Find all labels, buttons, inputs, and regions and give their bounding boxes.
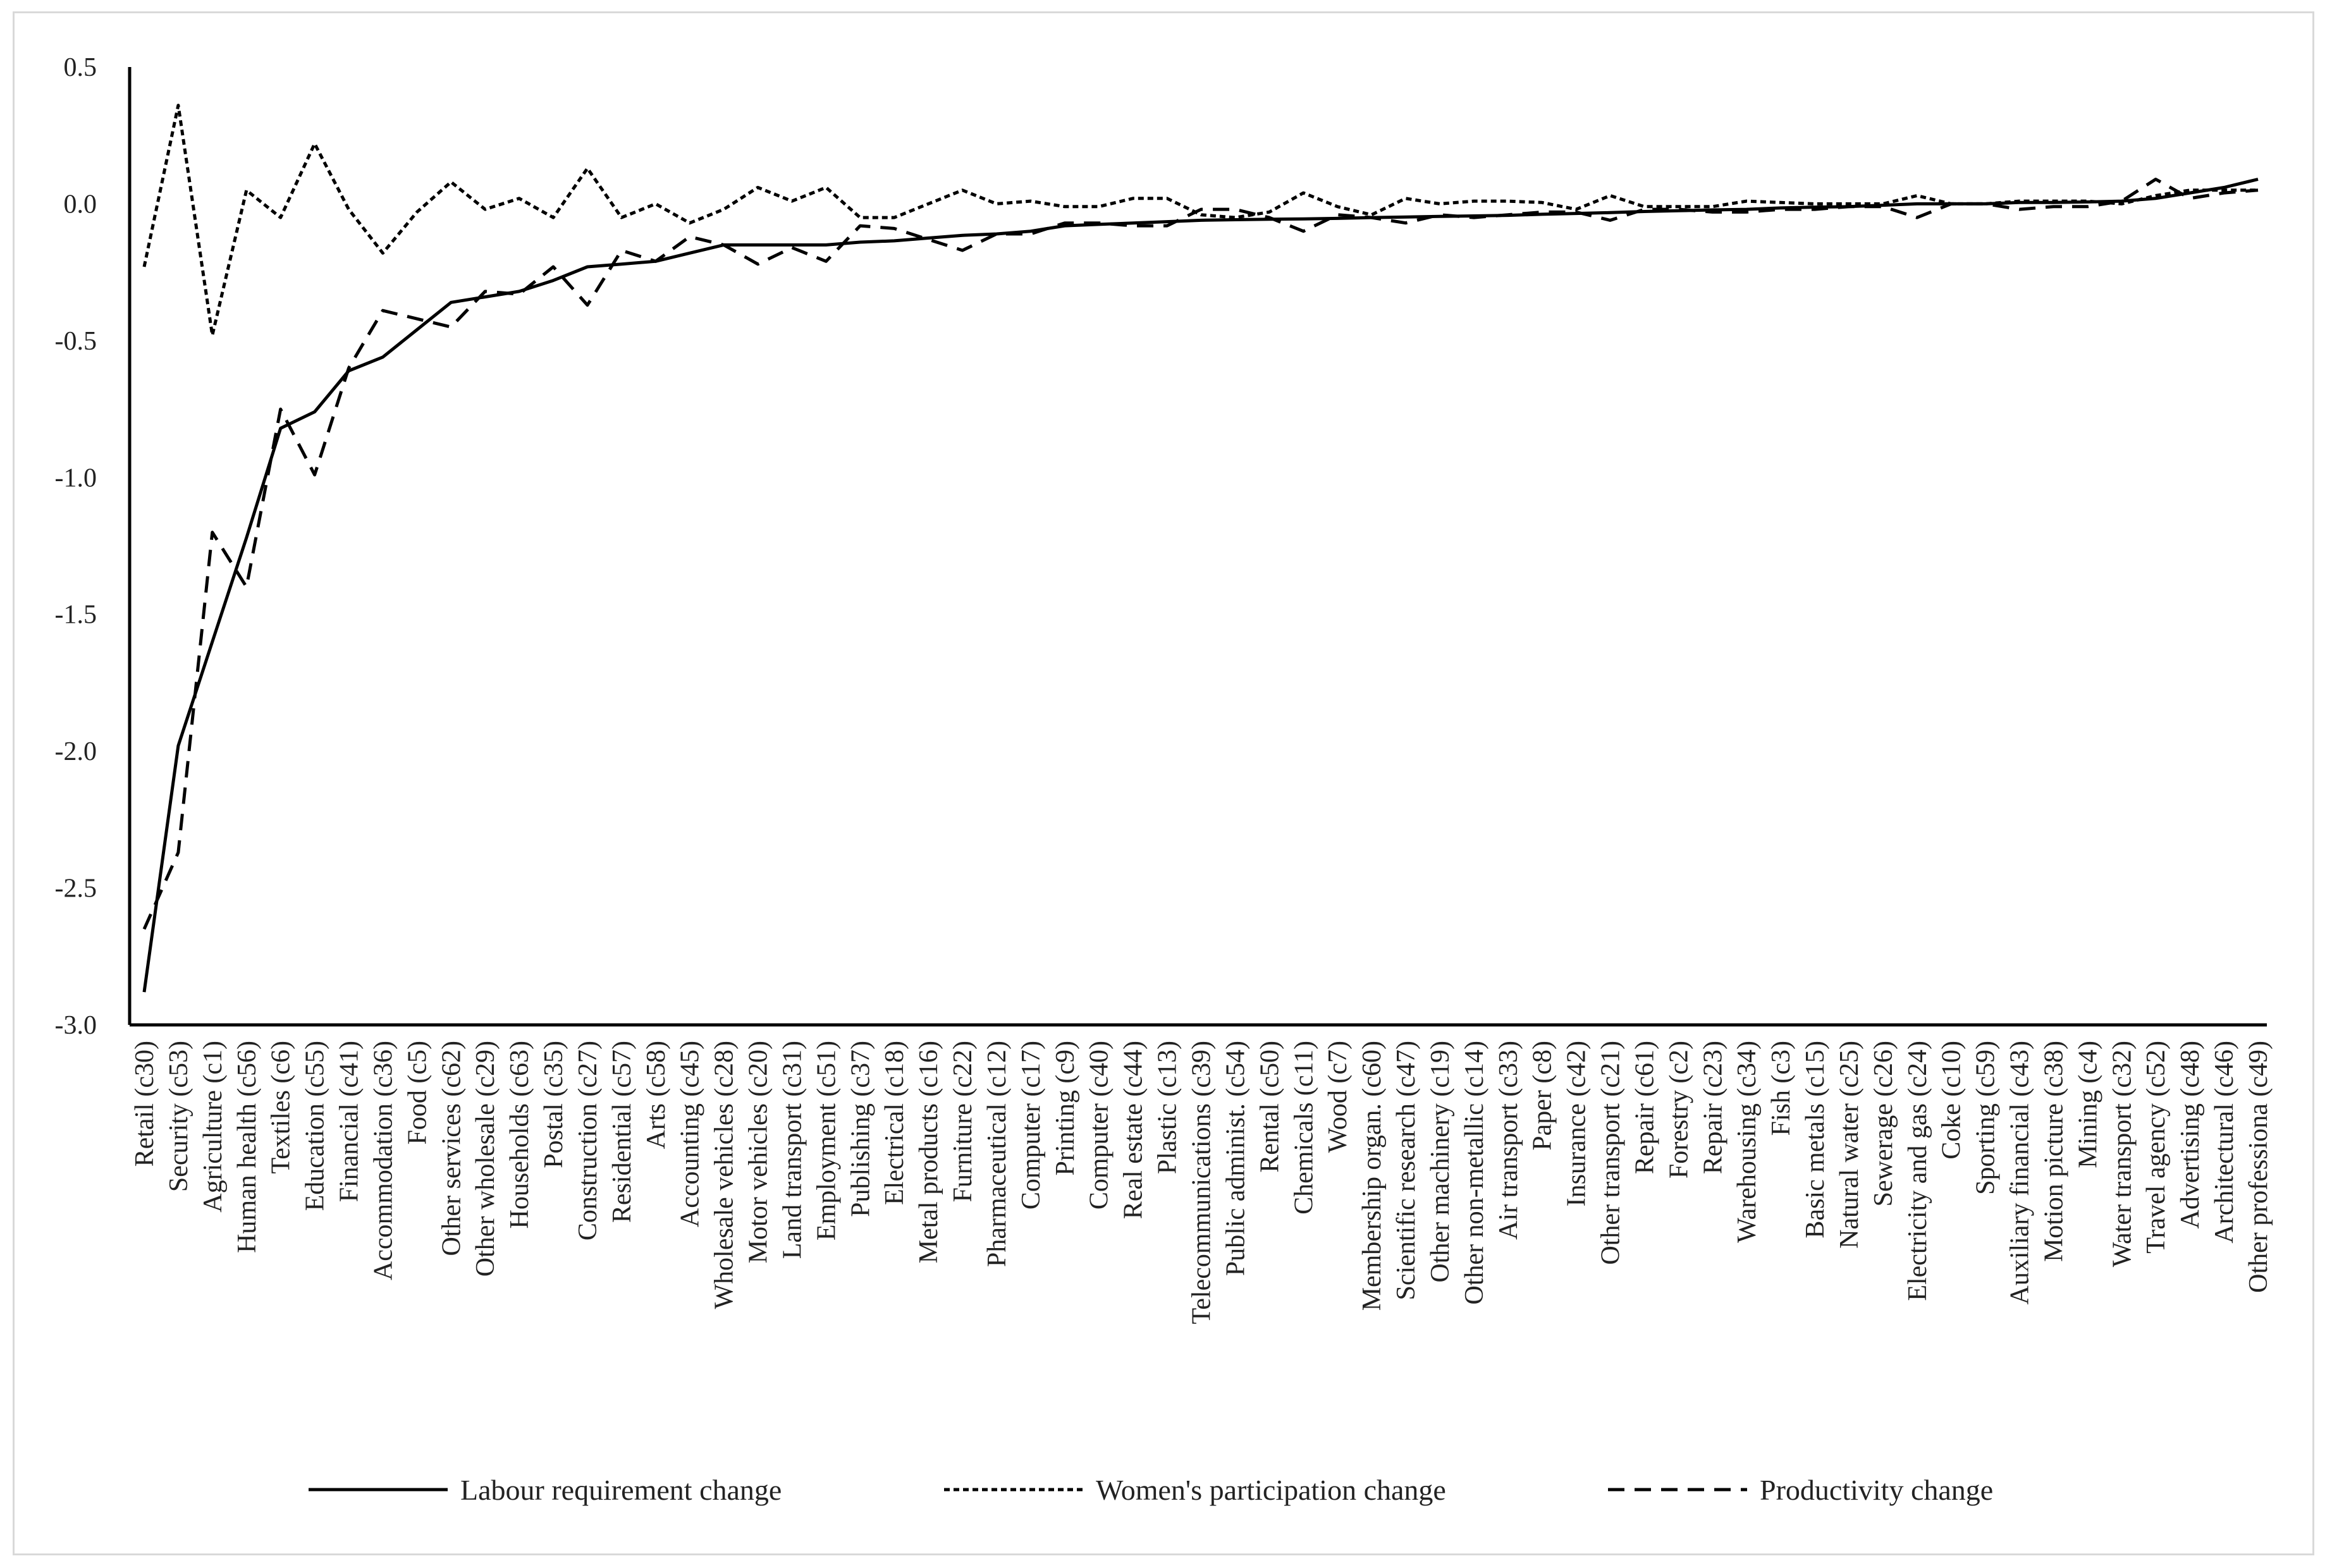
x-tick-label: Wholesale vehicles (c28) xyxy=(710,1041,739,1309)
x-tick-label: Textiles (c6) xyxy=(267,1041,296,1173)
x-tick-label: Publishing (c37) xyxy=(846,1041,875,1217)
chart-frame: 0.5 0.0 -0.5 -1.0 -1.5 -2.0 -2.5 -3.0 Retail (c… xyxy=(13,11,2314,1555)
x-tick-label: Repair (c23) xyxy=(1698,1041,1728,1174)
x-tick-label: Auxiliary financial (c43) xyxy=(2006,1041,2035,1305)
series-lines xyxy=(142,104,2259,993)
x-tick-label: Fish (c3) xyxy=(1767,1041,1796,1136)
x-tick-label: Furniture (c22) xyxy=(948,1041,978,1202)
x-tick-label: Education (c55) xyxy=(301,1041,330,1211)
x-tick-label: Residential (c57) xyxy=(608,1041,637,1223)
x-tick-label: Postal (c35) xyxy=(539,1041,568,1168)
series-line-1 xyxy=(142,104,2258,337)
y-tick-label: 0.0 xyxy=(64,190,97,219)
y-tick-label: -3.0 xyxy=(55,1011,97,1040)
x-tick-label: Wood (c7) xyxy=(1323,1041,1353,1153)
x-tick-label: Air transport (c33) xyxy=(1494,1041,1523,1240)
legend: Labour requirement change Women's partici… xyxy=(309,1474,1993,1506)
x-tick-label: Accommodation (c36) xyxy=(369,1041,398,1280)
x-tick-label: Plastic (c13) xyxy=(1153,1041,1182,1174)
x-tick-label: Chemicals (c11) xyxy=(1289,1041,1318,1215)
x-tick-label: Financial (c41) xyxy=(335,1041,364,1202)
x-tick-label: Repair (c61) xyxy=(1630,1041,1659,1174)
x-tick-label: Other wholesale (c29) xyxy=(471,1041,500,1277)
x-tick-label: Households (c63) xyxy=(505,1041,534,1228)
x-tick-label: Basic metals (c15) xyxy=(1801,1041,1830,1239)
x-tick-label: Insurance (c42) xyxy=(1562,1041,1592,1206)
x-tick-label: Arts (c58) xyxy=(642,1041,671,1149)
y-axis-ticks: 0.5 0.0 -0.5 -1.0 -1.5 -2.0 -2.5 -3.0 xyxy=(55,53,97,1040)
x-tick-label: Advertising (c48) xyxy=(2176,1041,2205,1228)
y-tick-label: 0.5 xyxy=(64,53,97,82)
x-tick-label: Public administ. (c54) xyxy=(1221,1041,1250,1276)
line-chart: 0.5 0.0 -0.5 -1.0 -1.5 -2.0 -2.5 -3.0 Retail (c… xyxy=(55,53,2274,1506)
x-tick-label: Coke (c10) xyxy=(1937,1041,1967,1160)
x-tick-label: Printing (c9) xyxy=(1051,1041,1080,1175)
x-tick-label: Food (c5) xyxy=(403,1041,432,1144)
x-tick-label: Architectural (c46) xyxy=(2210,1041,2239,1244)
x-tick-label: Computer (c17) xyxy=(1017,1041,1046,1210)
x-tick-label: Scientific research (c47) xyxy=(1392,1041,1421,1300)
x-tick-label: Security (c53) xyxy=(164,1041,193,1192)
x-tick-label: Travel agency (c52) xyxy=(2142,1041,2171,1254)
x-tick-label: Natural water (c25) xyxy=(1835,1041,1864,1249)
x-tick-label: Membership organ. (c60) xyxy=(1358,1041,1387,1311)
x-tick-label: Electricity and gas (c24) xyxy=(1903,1041,1932,1301)
x-tick-label: Retail (c30) xyxy=(130,1041,159,1167)
x-tick-label: Land transport (c31) xyxy=(778,1041,807,1259)
x-tick-label: Other services (c62) xyxy=(437,1041,466,1256)
x-tick-label: Mining (c4) xyxy=(2073,1041,2102,1168)
x-tick-label: Human health (c56) xyxy=(233,1041,262,1253)
x-tick-label: Pharmaceutical (c12) xyxy=(983,1041,1012,1267)
x-tick-label: Accounting (c45) xyxy=(676,1041,705,1227)
x-axis-ticks: Retail (c30) Security (c53) Agriculture (c… xyxy=(130,1041,2273,1324)
x-tick-label: Metal products (c16) xyxy=(914,1041,943,1263)
x-tick-label: Other machinery (c19) xyxy=(1426,1041,1455,1283)
y-tick-label: -2.5 xyxy=(55,874,97,903)
x-tick-label: Sporting (c59) xyxy=(1972,1041,2001,1195)
x-tick-label: Telecommunications (c39) xyxy=(1187,1041,1217,1324)
x-tick-label: Other non-metallic (c14) xyxy=(1460,1041,1489,1305)
series-line-2 xyxy=(142,178,2259,930)
y-tick-label: -0.5 xyxy=(55,327,97,356)
x-tick-label: Forestry (c2) xyxy=(1664,1041,1693,1179)
x-tick-label: Employment (c51) xyxy=(812,1041,841,1240)
x-tick-label: Motor vehicles (c20) xyxy=(744,1041,773,1263)
x-tick-label: Other transport (c21) xyxy=(1597,1041,1626,1265)
x-tick-label: Other professiona (c49) xyxy=(2244,1041,2273,1293)
legend-label: Labour requirement change xyxy=(460,1474,782,1506)
x-tick-label: Warehousing (c34) xyxy=(1733,1041,1762,1243)
x-tick-label: Electrical (c18) xyxy=(880,1041,909,1205)
legend-label: Productivity change xyxy=(1760,1474,1993,1506)
y-tick-label: -2.0 xyxy=(55,737,97,766)
x-tick-label: Motion picture (c38) xyxy=(2039,1041,2068,1262)
x-tick-label: Paper (c8) xyxy=(1528,1041,1557,1151)
x-tick-label: Agriculture (c1) xyxy=(199,1041,228,1213)
y-tick-label: -1.5 xyxy=(55,601,97,630)
x-tick-label: Water transport (c32) xyxy=(2108,1041,2137,1267)
series-line-0 xyxy=(142,178,2259,993)
x-tick-label: Rental (c50) xyxy=(1255,1041,1284,1173)
y-tick-label: -1.0 xyxy=(55,463,97,493)
legend-label: Women's participation change xyxy=(1096,1474,1446,1506)
x-tick-label: Real estate (c44) xyxy=(1119,1041,1148,1219)
x-tick-label: Computer (c40) xyxy=(1085,1041,1114,1210)
x-tick-label: Sewerage (c26) xyxy=(1869,1041,1898,1206)
x-tick-label: Construction (c27) xyxy=(574,1041,603,1240)
